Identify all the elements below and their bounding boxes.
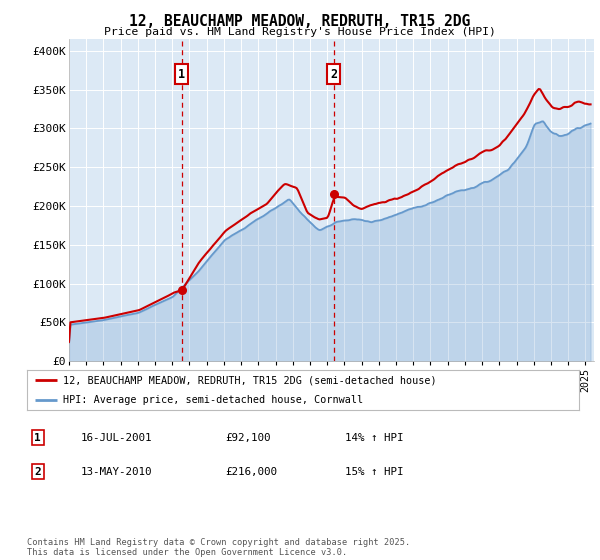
Text: 14% ↑ HPI: 14% ↑ HPI: [345, 433, 404, 443]
Text: 1: 1: [178, 68, 185, 81]
Text: 13-MAY-2010: 13-MAY-2010: [81, 466, 152, 477]
Text: 16-JUL-2001: 16-JUL-2001: [81, 433, 152, 443]
Text: £216,000: £216,000: [225, 466, 277, 477]
Text: 2: 2: [330, 68, 337, 81]
Text: 15% ↑ HPI: 15% ↑ HPI: [345, 466, 404, 477]
Text: 12, BEAUCHAMP MEADOW, REDRUTH, TR15 2DG: 12, BEAUCHAMP MEADOW, REDRUTH, TR15 2DG: [130, 14, 470, 29]
Text: 2: 2: [34, 466, 41, 477]
Text: £92,100: £92,100: [225, 433, 271, 443]
Text: 1: 1: [34, 433, 41, 443]
Text: Contains HM Land Registry data © Crown copyright and database right 2025.
This d: Contains HM Land Registry data © Crown c…: [27, 538, 410, 557]
Text: HPI: Average price, semi-detached house, Cornwall: HPI: Average price, semi-detached house,…: [63, 395, 363, 405]
Text: 12, BEAUCHAMP MEADOW, REDRUTH, TR15 2DG (semi-detached house): 12, BEAUCHAMP MEADOW, REDRUTH, TR15 2DG …: [63, 376, 437, 385]
Text: Price paid vs. HM Land Registry's House Price Index (HPI): Price paid vs. HM Land Registry's House …: [104, 27, 496, 37]
